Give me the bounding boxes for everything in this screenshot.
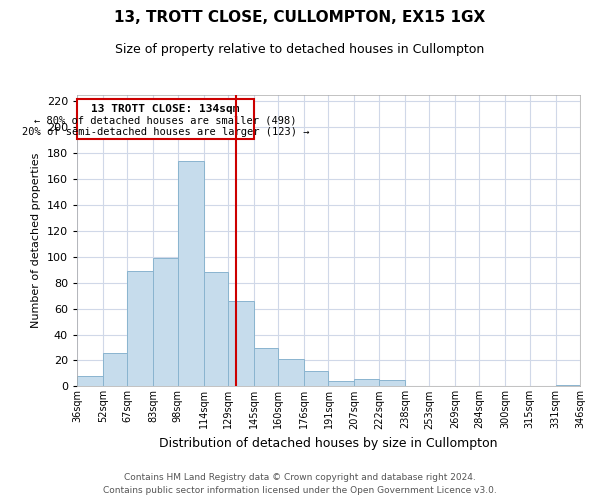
Bar [355, 378, 379, 386]
Text: 13 TROTT CLOSE: 134sqm: 13 TROTT CLOSE: 134sqm [91, 104, 239, 114]
Bar [178, 161, 203, 386]
Bar [379, 380, 405, 386]
Bar [556, 385, 580, 386]
Text: 20% of semi-detached houses are larger (123) →: 20% of semi-detached houses are larger (… [22, 127, 309, 137]
Bar [254, 348, 278, 387]
Bar [329, 381, 355, 386]
Y-axis label: Number of detached properties: Number of detached properties [31, 153, 41, 328]
Bar [228, 301, 254, 386]
Bar [77, 376, 103, 386]
Text: ← 80% of detached houses are smaller (498): ← 80% of detached houses are smaller (49… [34, 116, 296, 126]
Bar [278, 359, 304, 386]
Text: 13, TROTT CLOSE, CULLOMPTON, EX15 1GX: 13, TROTT CLOSE, CULLOMPTON, EX15 1GX [115, 10, 485, 25]
Bar [153, 258, 178, 386]
Bar [103, 352, 127, 386]
Bar [203, 272, 228, 386]
Bar [304, 371, 329, 386]
X-axis label: Distribution of detached houses by size in Cullompton: Distribution of detached houses by size … [159, 437, 498, 450]
Text: Contains HM Land Registry data © Crown copyright and database right 2024.
Contai: Contains HM Land Registry data © Crown c… [103, 474, 497, 495]
Text: Size of property relative to detached houses in Cullompton: Size of property relative to detached ho… [115, 42, 485, 56]
FancyBboxPatch shape [77, 99, 254, 139]
Bar [127, 271, 153, 386]
